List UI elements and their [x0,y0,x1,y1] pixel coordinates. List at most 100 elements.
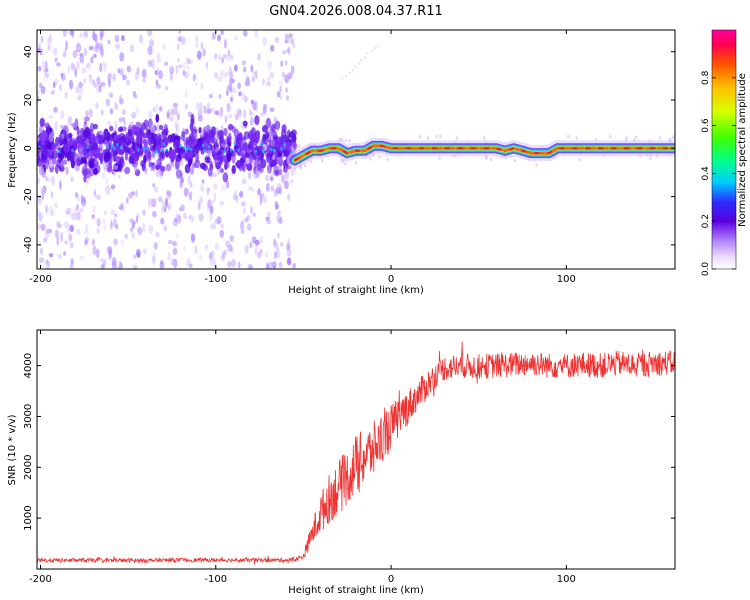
spectrogram-faint-blob [649,156,652,161]
spectrogram-noise-blob [69,224,75,233]
spectrogram-noise-peak [86,145,89,149]
spectrogram-noise-blob [254,239,260,246]
spectrogram-noise-blob [274,170,280,177]
spectrogram-faint-blob [344,138,347,143]
spectrogram-noise-blob [70,242,74,249]
spectrogram-noise-blob [77,134,84,145]
spectrogram-noise-blob [134,164,138,173]
spectrogram-noise-blob [133,254,137,259]
spectrogram-noise-blob [218,111,224,118]
spectrogram-noise-blob [170,150,176,161]
spectrogram-noise-blob [122,126,127,132]
spectrogram-noise-blob [63,143,69,153]
spectrogram-noise-blob [66,225,70,233]
spectrogram-noise-blob [49,127,53,133]
spectrogram-noise-peak [269,147,273,151]
spectrogram-noise-blob [109,108,114,115]
snr-ytick-label: 1000 [23,505,34,530]
spectrogram-noise-blob [118,117,123,123]
spectrogram-noise-peak [223,150,226,154]
spectrogram-noise-blob [45,260,51,269]
spectrogram-noise-blob [95,194,101,200]
spectrogram-noise-peak [237,148,241,152]
spectrogram-noise-blob [198,102,203,111]
colorbar-tick-label: 0.0 [701,262,711,277]
spectrogram-noise-blob [202,48,206,57]
spectrogram-noise-blob [202,164,208,171]
spectrogram-noise-blob [38,42,42,49]
spectrogram-noise-blob [139,34,143,44]
spectrogram-noise-blob [177,36,182,42]
spectrogram-noise-blob [62,30,67,37]
spectrogram-noise-blob [171,162,175,168]
spectrogram-noise-blob [52,47,58,56]
spectrogram-noise-blob [148,224,154,234]
spectrogram-noise-blob [278,186,282,195]
spectrogram-noise-blob [135,189,138,198]
spectrogram-noise-blob [291,129,297,137]
spectrogram-noise-blob [252,75,255,83]
spectrogram-noise-blob [175,158,180,170]
spectrogram-noise-blob [209,107,215,112]
spectrogram-noise-blob [63,251,67,256]
spectrogram-noise-blob [188,191,193,201]
spectrogram-noise-blob [104,151,111,163]
spectrogram-noise-blob [240,92,246,101]
spectrogram-noise-blob [217,34,221,42]
spectrogram-noise-blob [250,156,255,165]
spectrogram-noise-blob [135,249,141,257]
spectrogram-noise-blob [218,93,222,100]
spectrogram-noise-blob [130,154,134,164]
spectrogram-noise-blob [267,212,271,218]
snr-ytick-label: 4000 [23,353,34,378]
spectrogram-noise-peak [119,146,123,150]
spectrogram-noise-blob [166,189,170,196]
spectrogram-noise-blob [150,124,155,134]
spectrogram-noise-peak [160,148,163,152]
spectrogram-noise-blob [180,204,185,212]
spectrogram-noise-blob [76,229,81,235]
spectrogram-noise-blob [48,253,54,258]
snr-xtick-label: -200 [29,574,52,585]
spectrogram-noise-blob [44,129,51,135]
spectrogram-noise-blob [188,132,196,143]
spectrogram-noise-blob [221,184,226,192]
spectrogram-faint-blob [575,136,578,140]
spectrogram-noise-blob [96,76,101,85]
spectrogram-streak-dot [370,50,373,53]
spectrogram-noise-peak [233,142,237,146]
spectrogram-noise-blob [109,125,114,132]
spectrogram-noise-blob [162,43,166,50]
spectrogram-noise-blob [227,261,232,268]
spectrogram-noise-blob [84,151,90,159]
spectrogram-noise-blob [162,203,166,210]
spectrogram-noise-blob [67,64,71,74]
spectrogram-noise-blob [103,223,107,231]
spectrogram-content [37,30,675,269]
spectrogram-noise-blob [74,67,77,78]
spectrogram-noise-blob [119,52,125,62]
spectrogram-noise-blob [199,253,202,260]
spectrogram-noise-blob [165,149,169,158]
spectrogram-noise-blob [252,71,257,76]
spectrogram-noise-blob [43,140,47,146]
spectrogram-noise-blob [63,221,69,228]
spectrogram-xtick-label: -200 [29,274,52,285]
spectrogram-noise-blob [206,102,210,112]
spectrogram-noise-blob [243,131,250,140]
spectrogram-noise-blob [147,30,153,37]
spectrogram-noise-blob [107,72,112,82]
spectrogram-noise-blob [161,199,165,205]
spectrogram-noise-blob [45,229,50,239]
spectrogram-noise-blob [223,139,227,145]
spectrogram-noise-blob [93,82,98,88]
spectrogram-noise-blob [281,124,286,133]
spectrogram-noise-blob [257,250,262,259]
spectrogram-noise-blob [211,250,215,258]
spectrogram-noise-blob [167,203,172,211]
spectrogram-noise-blob [272,159,277,165]
colorbar: 0.0 0.2 0.4 0.6 0.8 Normalized spectral ampl… [701,29,748,277]
spectrogram-noise-blob [169,66,175,75]
spectrogram-noise-blob [102,218,107,225]
spectrogram-noise-blob [37,223,42,230]
